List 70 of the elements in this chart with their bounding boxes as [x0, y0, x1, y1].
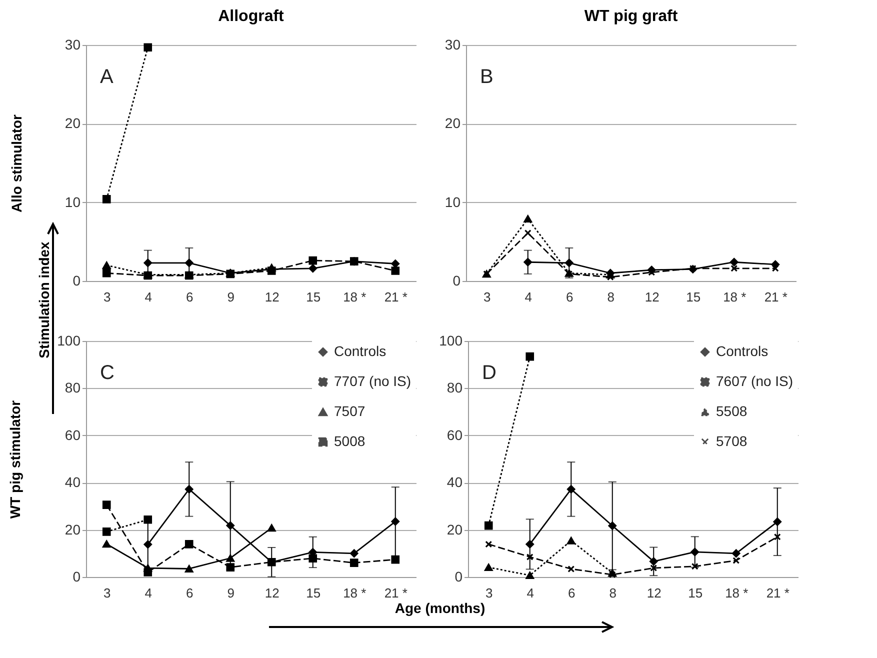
legend-label: 5708 — [716, 433, 748, 449]
x-tick-label: 12 — [644, 290, 660, 304]
x-tick-label: 4 — [526, 586, 534, 600]
x-tick-label: 8 — [607, 290, 614, 304]
x-tick-label: 18 * — [723, 290, 746, 304]
x-tick-label: 18 * — [343, 290, 366, 304]
y-tick-label: 60 — [446, 426, 463, 443]
x-tick-label: 12 — [646, 586, 662, 600]
y-axis-title: WT pig stimulator — [7, 400, 24, 519]
x-tick-label: 3 — [486, 586, 493, 600]
y-tick-label: 80 — [446, 380, 463, 396]
x-tick-label: 21 * — [384, 586, 408, 600]
y-tick-label: 40 — [64, 474, 81, 490]
x-tick-label: 15 — [688, 586, 703, 600]
x-tick-label: 4 — [144, 290, 152, 304]
annotation: A — [100, 66, 114, 88]
x-tick-label: 3 — [104, 586, 111, 600]
y-axis-title: Allo stimulator — [8, 114, 24, 213]
legend-label: 7507 — [334, 403, 366, 419]
y-tick-label: 20 — [64, 115, 81, 132]
legend-label: 7707 (no IS) — [334, 373, 412, 389]
x-tick-label: 6 — [186, 290, 194, 304]
chart-title: WT pig graft — [584, 8, 678, 25]
legend-label: 5008 — [334, 433, 366, 449]
y-tick-label: 100 — [57, 332, 81, 348]
x-tick-label: 21 * — [384, 290, 408, 304]
y-tick-label: 0 — [454, 568, 463, 584]
x-tick-label: 4 — [524, 290, 532, 304]
y-tick-label: 100 — [439, 332, 463, 348]
x-tick-label: 15 — [306, 586, 321, 600]
x-tick-label: 12 — [264, 290, 280, 304]
y-tick-label: 0 — [452, 272, 461, 288]
legend-label: 5508 — [716, 403, 748, 419]
y-tick-label: 20 — [444, 115, 461, 132]
x-tick-label: 6 — [186, 586, 194, 600]
y-tick-label: 10 — [444, 194, 461, 210]
text: Stimulation index — [36, 242, 52, 358]
x-tick-label: 9 — [227, 290, 234, 304]
legend-label: Controls — [716, 343, 768, 359]
x-tick-label: 12 — [264, 586, 280, 600]
y-tick-label: 40 — [446, 474, 463, 490]
legend-label: Controls — [334, 343, 386, 359]
chart-title: Allograft — [218, 8, 285, 25]
x-tick-label: 4 — [144, 586, 152, 600]
x-tick-label: 18 * — [725, 586, 748, 600]
y-tick-label: 20 — [64, 521, 81, 538]
x-tick-label: 21 * — [766, 586, 790, 600]
legend-label: 7607 (no IS) — [716, 373, 794, 389]
x-tick-label: 6 — [568, 586, 576, 600]
x-tick-label: 21 * — [764, 290, 788, 304]
annotation: D — [482, 362, 496, 384]
y-tick-label: 30 — [64, 36, 81, 52]
x-tick-label: 9 — [227, 586, 234, 600]
x-tick-label: 15 — [306, 290, 321, 304]
x-tick-label: 3 — [104, 290, 111, 304]
x-tick-label: 6 — [566, 290, 574, 304]
annotation: C — [100, 362, 114, 384]
x-tick-label: 3 — [484, 290, 491, 304]
annotation: B — [480, 66, 494, 88]
x-axis-title: Age (months) — [394, 600, 486, 616]
y-tick-label: 80 — [64, 380, 81, 396]
y-tick-label: 10 — [64, 194, 81, 210]
y-tick-label: 0 — [72, 568, 81, 584]
x-tick-label: 18 * — [343, 586, 366, 600]
x-tick-label: 15 — [686, 290, 701, 304]
x-tick-label: 8 — [609, 586, 616, 600]
y-tick-label: 0 — [72, 272, 81, 288]
y-tick-label: 20 — [446, 521, 463, 538]
y-tick-label: 60 — [64, 426, 81, 443]
y-tick-label: 30 — [444, 36, 461, 52]
